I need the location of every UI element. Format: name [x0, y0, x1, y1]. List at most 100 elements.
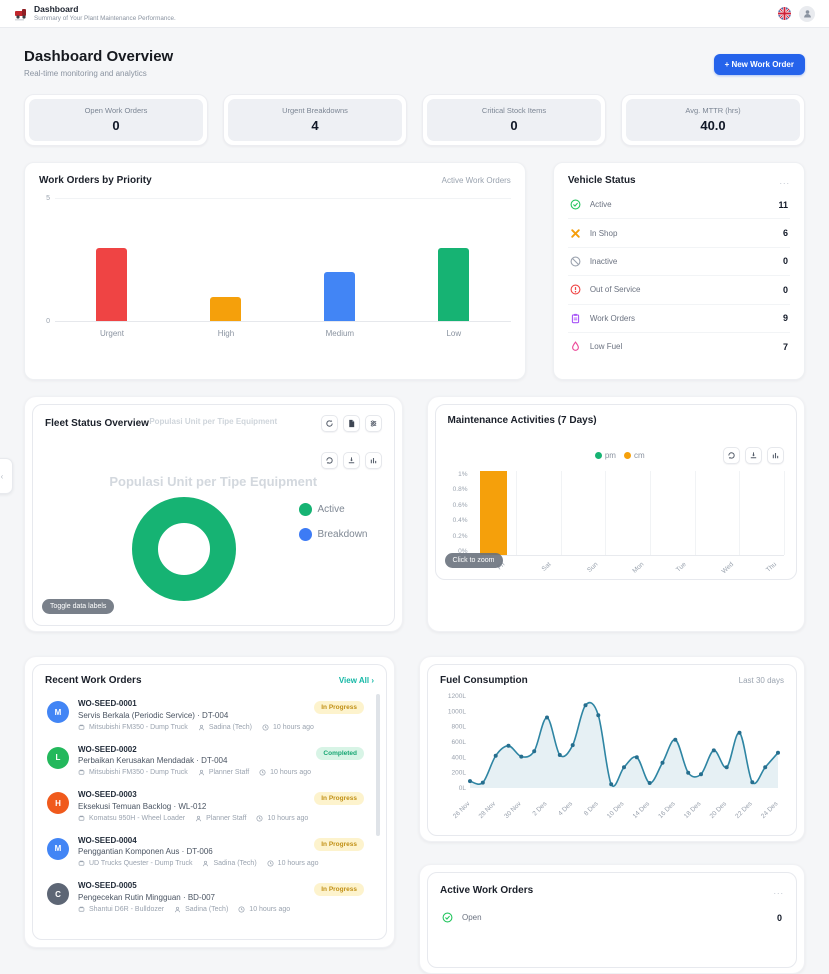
fleet-donut-chart[interactable]: [132, 497, 236, 601]
active-work-order-row[interactable]: Open 0: [440, 902, 784, 933]
fuel-point[interactable]: [763, 765, 768, 770]
language-flag-button[interactable]: [778, 7, 791, 20]
fuel-point[interactable]: [699, 772, 703, 777]
toggle-data-labels-button[interactable]: Toggle data labels: [42, 599, 115, 614]
priority-bar-urgent[interactable]: [96, 247, 128, 321]
work-order-list-item[interactable]: M WO-SEED-0001 Servis Berkala (Periodic …: [45, 692, 374, 738]
vehicle-status-value: 9: [782, 313, 788, 324]
brand: Dashboard Summary of Your Plant Maintena…: [14, 4, 176, 22]
gridline: [560, 471, 562, 555]
fuel-line-chart: 0L 200L 400L 600L 800L 1000L 1200L 26 Nov 28 Nov…: [448, 693, 780, 820]
work-order-code: WO-SEED-0003: [78, 790, 137, 799]
fuel-point[interactable]: [634, 755, 639, 760]
legend-item[interactable]: Active: [299, 503, 367, 516]
download-button[interactable]: [342, 452, 360, 469]
list-scrollbar[interactable]: [376, 694, 380, 836]
maintenance-bar-cm[interactable]: [480, 471, 508, 555]
fuel-point[interactable]: [711, 748, 716, 753]
export-button[interactable]: [342, 415, 360, 432]
maintenance-y-tick: 0%: [458, 547, 468, 555]
new-work-order-button[interactable]: + New Work Order: [713, 54, 805, 75]
fuel-point[interactable]: [532, 749, 537, 754]
fuel-point[interactable]: [737, 730, 742, 735]
stat-label: Critical Stock Items: [481, 106, 547, 115]
priority-x-label: High: [217, 329, 235, 338]
ban-icon: [570, 256, 581, 267]
stat-label: Urgent Breakdowns: [282, 106, 348, 115]
legend-item[interactable]: Breakdown: [299, 528, 368, 541]
fuel-point[interactable]: [596, 713, 601, 718]
priority-bar-low[interactable]: [438, 247, 470, 321]
vehicle-status-value: 11: [778, 199, 788, 210]
data-view-button[interactable]: [767, 447, 784, 464]
stat-cards-row: Open Work Orders 0 Urgent Breakdowns 4 C…: [24, 94, 805, 146]
work-order-list-item[interactable]: L WO-SEED-0002 Perbaikan Kerusakan Menda…: [45, 738, 374, 784]
fuel-point[interactable]: [647, 781, 652, 785]
data-view-icon: [772, 452, 779, 459]
gridline: [516, 471, 518, 555]
check-circle-icon: [442, 912, 453, 923]
maintenance-shell: Maintenance Activities (7 Days) pm cm 1% 0…: [426, 396, 805, 632]
fuel-point[interactable]: [673, 737, 678, 742]
fuel-x-tick: 18 Des: [683, 800, 703, 820]
fuel-point[interactable]: [545, 715, 549, 720]
fuel-point[interactable]: [609, 782, 614, 787]
vehicle-status-row[interactable]: Active 11: [567, 191, 790, 220]
vehicle-status-row[interactable]: Low Fuel 7: [568, 333, 790, 360]
vehicle-status-menu-button[interactable]: ...: [779, 175, 790, 186]
reload-button[interactable]: [320, 452, 338, 469]
vehicle-status-row[interactable]: In Shop 6: [567, 219, 790, 248]
fuel-point[interactable]: [570, 743, 575, 748]
stat-card: Avg. MTTR (hrs) 40.0: [621, 94, 805, 146]
user-avatar-button[interactable]: [799, 5, 815, 22]
fleet-chart-title: Populasi Unit per Tipe Equipment: [109, 474, 318, 489]
priority-bar-high[interactable]: [210, 296, 242, 321]
download-button[interactable]: [745, 447, 762, 464]
vehicle-status-value: 6: [782, 228, 788, 239]
fuel-point[interactable]: [660, 760, 665, 765]
vehicle-status-row[interactable]: Inactive 0: [567, 248, 790, 277]
maintenance-legend-item[interactable]: pm: [587, 451, 616, 460]
maintenance-legend-item[interactable]: cm: [616, 451, 645, 460]
work-order-list-item[interactable]: C WO-SEED-0005 Pengecekan Rutin Mingguan…: [45, 874, 374, 920]
refresh-button[interactable]: [320, 415, 338, 432]
priority-bar-medium[interactable]: [324, 272, 356, 321]
clock-icon: [267, 860, 274, 867]
fuel-point[interactable]: [468, 779, 472, 784]
fuel-point[interactable]: [622, 765, 626, 770]
alert-circle-icon: [570, 284, 581, 295]
active-work-orders-menu-button[interactable]: ...: [773, 885, 784, 896]
fuel-point[interactable]: [776, 750, 780, 755]
work-order-description: Servis Berkala (Periodic Service) · DT-0…: [78, 710, 229, 720]
work-order-avatar: M: [47, 701, 69, 723]
view-all-link[interactable]: View All ›: [338, 676, 374, 685]
vehicle-status-row[interactable]: Out of Service 0: [567, 276, 790, 305]
maintenance-title: Maintenance Activities (7 Days): [447, 415, 597, 426]
fuel-point[interactable]: [750, 780, 755, 785]
fuel-point[interactable]: [493, 753, 498, 758]
filter-button[interactable]: [364, 415, 382, 432]
vehicle-status-title: Vehicle Status: [567, 175, 636, 186]
legend-swatch: [299, 503, 313, 516]
fuel-point[interactable]: [686, 770, 691, 775]
work-order-list-item[interactable]: H WO-SEED-0003 Eksekusi Temuan Backlog ·…: [45, 783, 374, 829]
fuel-y-tick: 200L: [452, 770, 467, 777]
vehicle-status-row[interactable]: Work Orders 9: [567, 305, 790, 333]
reload-button[interactable]: [723, 447, 740, 464]
clock-icon: [262, 723, 269, 731]
active-work-orders-title: Active Work Orders: [440, 885, 534, 896]
fuel-point[interactable]: [506, 743, 511, 748]
sidebar-collapse-handle[interactable]: ‹: [0, 458, 13, 494]
fuel-point[interactable]: [724, 765, 729, 770]
fuel-point[interactable]: [557, 753, 562, 757]
vehicle-status-label: In Shop: [589, 228, 618, 238]
fuel-y-tick: 0L: [459, 785, 467, 792]
work-order-list-item[interactable]: M WO-SEED-0004 Penggantian Komponen Aus …: [45, 829, 374, 875]
work-order-meta: Shantui D6R - Bulldozer Sadina (Tech) 10…: [78, 906, 364, 913]
fuel-point[interactable]: [519, 754, 524, 759]
fleet-status-shell: Fleet Status Overview Populasi Unit per …: [24, 396, 403, 632]
data-view-button[interactable]: [364, 452, 382, 469]
maintenance-y-tick: 1%: [458, 471, 468, 478]
fuel-point[interactable]: [480, 780, 485, 785]
fuel-point[interactable]: [583, 703, 588, 708]
